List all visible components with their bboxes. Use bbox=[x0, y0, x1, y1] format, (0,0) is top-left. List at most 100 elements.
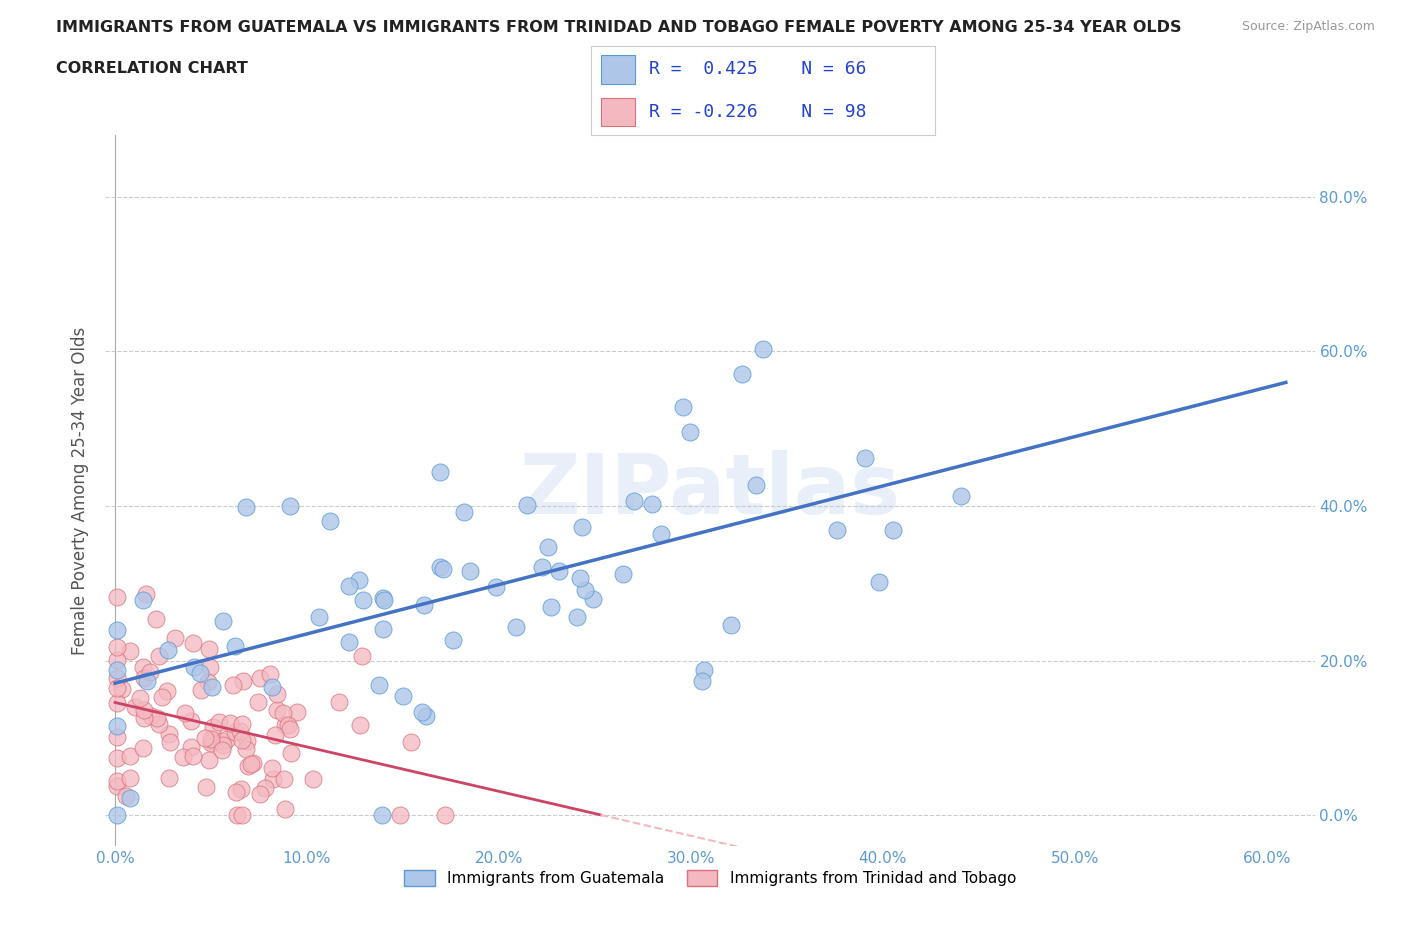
Point bbox=[280, 745, 302, 760]
Point bbox=[138, 664, 160, 679]
Point bbox=[640, 496, 662, 511]
Point bbox=[180, 713, 202, 728]
Point bbox=[271, 705, 294, 720]
Point bbox=[388, 807, 411, 822]
Point bbox=[412, 597, 434, 612]
Point bbox=[173, 706, 195, 721]
Point bbox=[111, 682, 134, 697]
Point bbox=[240, 757, 263, 772]
Point bbox=[135, 587, 157, 602]
Point bbox=[277, 718, 299, 733]
Point bbox=[219, 715, 242, 730]
Point bbox=[308, 609, 330, 624]
Point bbox=[429, 560, 451, 575]
Point bbox=[183, 659, 205, 674]
Point bbox=[278, 498, 301, 513]
Point bbox=[197, 674, 219, 689]
Point bbox=[105, 696, 128, 711]
Point bbox=[105, 663, 128, 678]
Point bbox=[146, 711, 169, 725]
Point bbox=[371, 807, 394, 822]
Point bbox=[190, 683, 212, 698]
Point bbox=[105, 680, 128, 695]
Point bbox=[548, 564, 571, 578]
Point bbox=[273, 772, 295, 787]
Point bbox=[484, 580, 506, 595]
Point bbox=[159, 771, 181, 786]
Point bbox=[693, 663, 716, 678]
Point bbox=[235, 742, 257, 757]
Point bbox=[263, 728, 285, 743]
Point bbox=[259, 667, 281, 682]
Point bbox=[347, 572, 370, 587]
Point bbox=[274, 801, 297, 816]
Point bbox=[505, 620, 527, 635]
Point bbox=[190, 666, 212, 681]
Point bbox=[249, 671, 271, 685]
Point bbox=[574, 582, 596, 597]
Point bbox=[118, 790, 141, 805]
Point bbox=[229, 782, 252, 797]
Point bbox=[105, 622, 128, 637]
Point bbox=[260, 761, 283, 776]
Point bbox=[882, 523, 904, 538]
Point bbox=[105, 719, 128, 734]
Point bbox=[172, 750, 194, 764]
Point bbox=[212, 737, 235, 752]
Point bbox=[118, 748, 141, 763]
Point bbox=[415, 709, 437, 724]
Point bbox=[242, 755, 264, 770]
Point bbox=[198, 659, 221, 674]
Point bbox=[224, 724, 246, 739]
Point bbox=[105, 590, 128, 604]
Point bbox=[156, 684, 179, 698]
Bar bbox=[600, 56, 636, 84]
Point bbox=[568, 570, 591, 585]
Point bbox=[132, 703, 155, 718]
Point bbox=[236, 759, 259, 774]
Point bbox=[163, 631, 186, 645]
Point bbox=[432, 562, 454, 577]
Point bbox=[540, 600, 562, 615]
Point bbox=[720, 618, 742, 632]
Text: R = -0.226    N = 98: R = -0.226 N = 98 bbox=[650, 103, 866, 121]
Point bbox=[623, 493, 645, 508]
Point bbox=[441, 632, 464, 647]
Point bbox=[159, 734, 181, 749]
Point bbox=[371, 621, 394, 636]
Point bbox=[202, 719, 225, 734]
Point bbox=[337, 634, 360, 649]
Point bbox=[105, 640, 128, 655]
Point bbox=[129, 690, 152, 705]
Point bbox=[612, 566, 634, 581]
Point bbox=[131, 659, 153, 674]
Point bbox=[232, 673, 254, 688]
Point bbox=[200, 732, 222, 747]
Point bbox=[266, 686, 288, 701]
Point bbox=[262, 771, 284, 786]
Point bbox=[226, 807, 249, 822]
Point bbox=[235, 499, 257, 514]
Legend: Immigrants from Guatemala, Immigrants from Trinidad and Tobago: Immigrants from Guatemala, Immigrants fr… bbox=[398, 864, 1022, 892]
Point bbox=[411, 704, 433, 719]
Point bbox=[124, 700, 146, 715]
Point bbox=[249, 787, 271, 802]
Point bbox=[197, 641, 219, 656]
Point bbox=[135, 673, 157, 688]
Point bbox=[225, 785, 247, 800]
Point bbox=[458, 564, 481, 578]
Point bbox=[731, 366, 754, 381]
Point bbox=[266, 702, 288, 717]
Point bbox=[352, 592, 374, 607]
Point bbox=[134, 711, 156, 725]
Point bbox=[262, 679, 284, 694]
Point bbox=[194, 731, 217, 746]
Text: ZIPatlas: ZIPatlas bbox=[520, 450, 900, 531]
Point bbox=[571, 520, 593, 535]
Point bbox=[231, 716, 253, 731]
Point bbox=[215, 732, 238, 747]
Point bbox=[118, 644, 141, 658]
Point bbox=[120, 770, 142, 785]
Point bbox=[139, 709, 162, 724]
Point bbox=[429, 465, 451, 480]
